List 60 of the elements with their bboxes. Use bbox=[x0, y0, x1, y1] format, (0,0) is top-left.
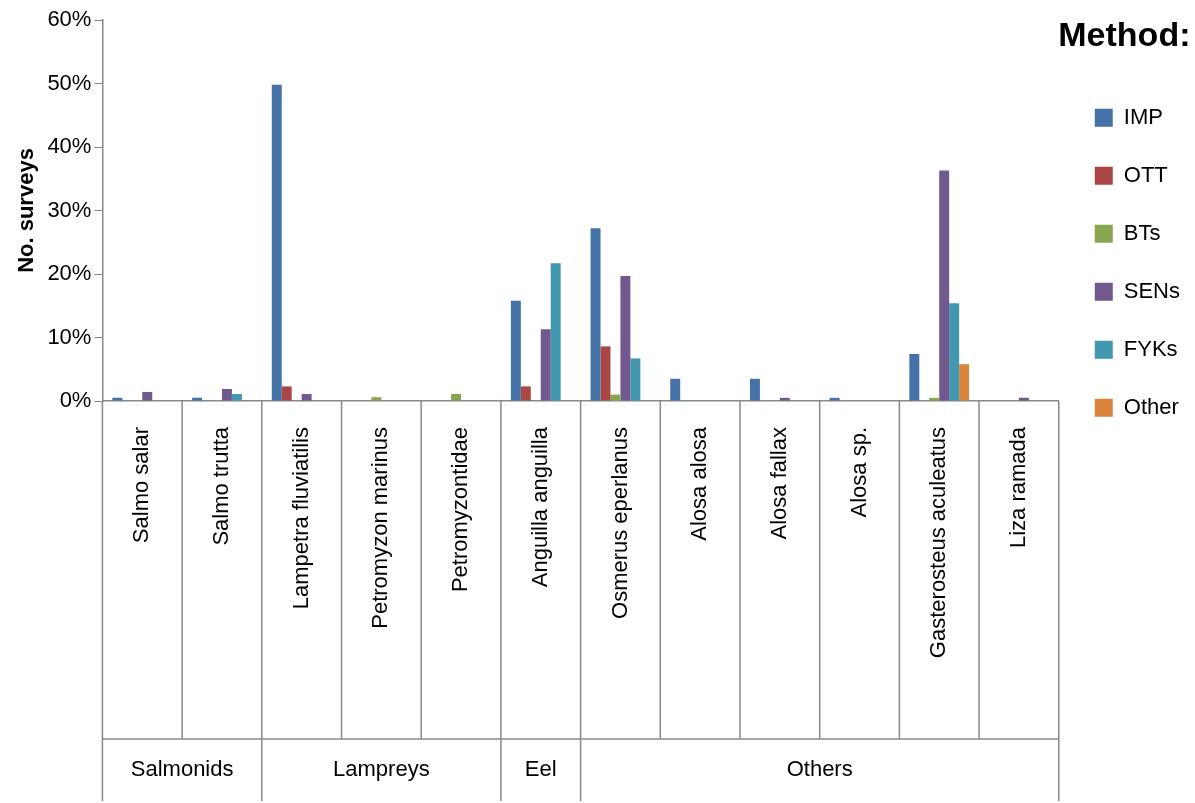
text: Lampreys bbox=[333, 756, 430, 782]
bar bbox=[301, 394, 312, 401]
bar bbox=[281, 386, 292, 401]
x-tick-label: Alosa fallax bbox=[765, 427, 791, 540]
y-tick-label: 60% bbox=[47, 6, 92, 32]
x-tick-label: Gasterosteus aculeatus bbox=[925, 427, 951, 659]
bar bbox=[142, 392, 153, 401]
x-tick-label: Petromyzon marinus bbox=[367, 427, 393, 629]
y-tick-label: 20% bbox=[47, 260, 92, 286]
y-tick-label: 40% bbox=[47, 133, 92, 159]
bar bbox=[630, 358, 641, 401]
x-tick-label: Lampetra fluviatilis bbox=[287, 427, 313, 610]
bar bbox=[112, 397, 123, 401]
x-tick-label: Petromyzontidae bbox=[447, 427, 473, 593]
bar bbox=[520, 386, 531, 401]
bar bbox=[371, 397, 382, 401]
y-tick-label: 30% bbox=[47, 196, 92, 222]
bar bbox=[959, 364, 970, 401]
bar bbox=[749, 378, 760, 401]
bar bbox=[540, 329, 551, 401]
bar bbox=[620, 275, 631, 401]
bar bbox=[909, 354, 920, 401]
legend-label: OTT bbox=[1123, 161, 1168, 187]
y-tick-label: 50% bbox=[47, 69, 92, 95]
bar bbox=[550, 263, 561, 401]
legend-label: FYKs bbox=[1123, 335, 1178, 361]
x-tick-label: Anguilla anguilla bbox=[526, 426, 552, 588]
bar bbox=[451, 394, 462, 401]
text: Eel bbox=[524, 756, 557, 782]
bar bbox=[600, 346, 611, 401]
x-tick-label: Alosa sp. bbox=[845, 427, 871, 518]
bar bbox=[610, 394, 621, 401]
x-tick-label: Salmo trutta bbox=[208, 426, 234, 546]
bar bbox=[192, 397, 203, 401]
bar bbox=[1018, 397, 1029, 401]
bar bbox=[670, 378, 681, 401]
y-axis-title: No. surveys bbox=[13, 148, 39, 273]
x-tick-label: Alosa alosa bbox=[686, 426, 712, 541]
legend-label: SENs bbox=[1123, 277, 1181, 303]
legend-title: Method: bbox=[1058, 15, 1191, 54]
bar bbox=[221, 388, 232, 401]
x-tick-label: Liza ramada bbox=[1004, 426, 1030, 549]
y-tick-label: 0% bbox=[59, 387, 92, 413]
legend-label: Other bbox=[1123, 393, 1179, 419]
bar bbox=[231, 394, 242, 401]
y-tick-label: 10% bbox=[47, 323, 92, 349]
text: Salmonids bbox=[130, 756, 234, 782]
x-tick-label: Osmerus eperlanus bbox=[606, 427, 632, 619]
legend-label: IMP bbox=[1123, 103, 1163, 129]
bar bbox=[939, 170, 950, 401]
text: Others bbox=[786, 756, 853, 782]
x-tick-label: Salmo salar bbox=[128, 427, 154, 544]
bar bbox=[949, 303, 960, 401]
legend-label: BTs bbox=[1123, 219, 1161, 245]
bar bbox=[271, 84, 282, 401]
bar bbox=[779, 397, 790, 401]
bar bbox=[590, 228, 601, 401]
bar bbox=[510, 300, 521, 401]
bar bbox=[929, 397, 940, 401]
bar bbox=[829, 397, 840, 401]
